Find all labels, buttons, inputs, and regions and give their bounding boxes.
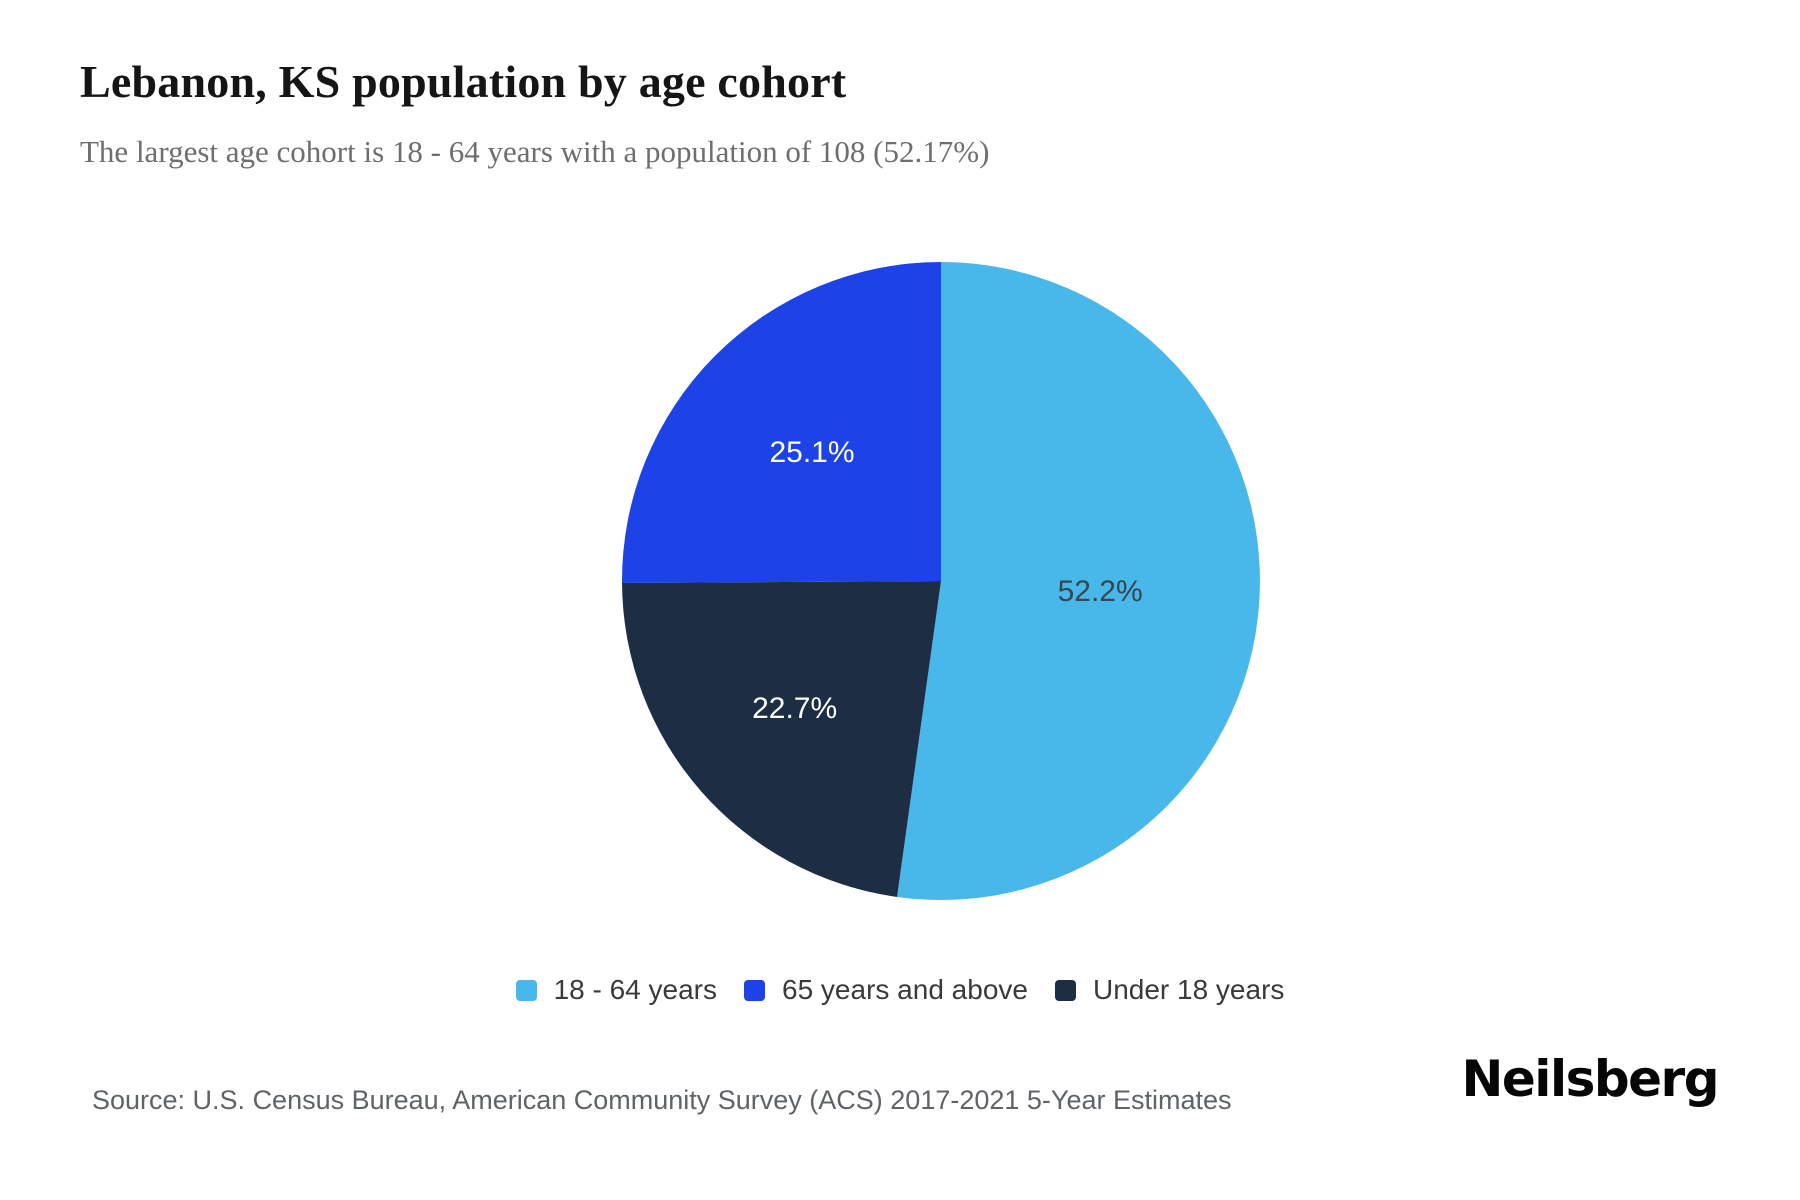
legend-label: Under 18 years xyxy=(1092,974,1285,1005)
pie-slice-18-64-years[interactable] xyxy=(897,262,1260,900)
pie-chart[interactable]: 52.2% 22.7% 25.1% xyxy=(622,262,1260,900)
brand-logo: Neilsberg xyxy=(1461,1050,1720,1108)
legend-label: 65 years and above xyxy=(782,974,1028,1005)
pie-slice-65-years-and-above[interactable] xyxy=(622,262,941,583)
legend-item-under-18-years[interactable]: Under 18 years xyxy=(1054,974,1285,1006)
legend-label: 18 - 64 years xyxy=(553,974,717,1005)
legend-item-65-years-and-above[interactable]: 65 years and above xyxy=(744,974,1028,1006)
chart-title: Lebanon, KS population by age cohort xyxy=(80,56,847,107)
chart-legend: 18 - 64 years 65 years and above Under 18 … xyxy=(0,974,1800,1006)
legend-color-swatch xyxy=(1054,979,1076,1001)
legend-color-swatch xyxy=(515,979,537,1001)
source-note: Source: U.S. Census Bureau, American Com… xyxy=(92,1085,1232,1115)
pie-slice-under-18-years[interactable] xyxy=(622,581,941,897)
legend-item-18-64-years[interactable]: 18 - 64 years xyxy=(515,974,717,1006)
chart-subtitle: The largest age cohort is 18 - 64 years … xyxy=(80,134,990,169)
legend-color-swatch xyxy=(744,979,765,1001)
pie-data-label: 52.2% xyxy=(1057,575,1143,608)
pie-data-label: 25.1% xyxy=(769,435,855,469)
pie-data-label: 22.7% xyxy=(752,692,838,726)
pie-svg[interactable] xyxy=(622,262,1260,900)
